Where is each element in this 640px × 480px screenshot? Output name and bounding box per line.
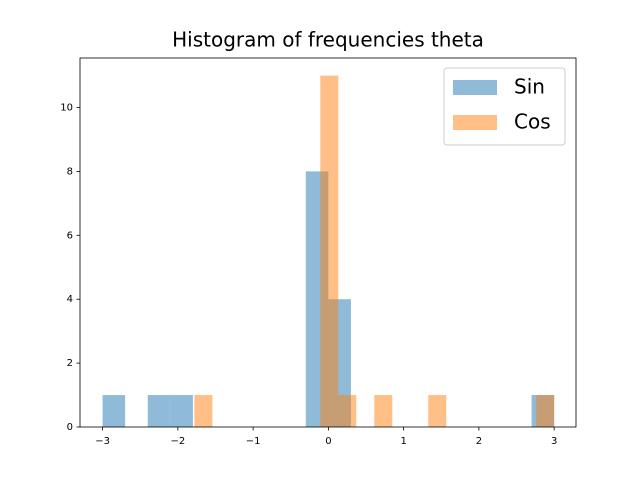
- y-tick-label: 2: [67, 358, 73, 369]
- bar: [194, 395, 213, 427]
- legend-label: Sin: [514, 75, 545, 99]
- legend-swatch: [453, 80, 497, 95]
- x-tick-label: −2: [170, 436, 185, 447]
- y-tick-label: 0: [67, 422, 73, 433]
- x-tick-label: 3: [551, 436, 557, 447]
- x-tick-label: 2: [476, 436, 482, 447]
- y-tick-label: 4: [67, 294, 73, 305]
- x-tick-label: −3: [95, 436, 110, 447]
- bar: [102, 395, 126, 427]
- legend-swatch: [453, 115, 497, 130]
- bar: [320, 75, 339, 428]
- bar: [170, 395, 193, 427]
- chart-title: Histogram of frequencies theta: [172, 28, 484, 52]
- legend-label: Cos: [514, 110, 551, 134]
- x-tick-label: 0: [325, 436, 331, 447]
- bar: [147, 395, 171, 427]
- bar: [338, 395, 357, 427]
- x-tick-label: −1: [246, 436, 261, 447]
- bar: [374, 395, 393, 427]
- y-tick-label: 10: [60, 103, 73, 114]
- x-tick-label: 1: [400, 436, 406, 447]
- bar: [428, 395, 447, 427]
- y-tick-label: 8: [67, 166, 73, 177]
- y-tick-label: 6: [67, 230, 73, 241]
- bar: [536, 395, 555, 427]
